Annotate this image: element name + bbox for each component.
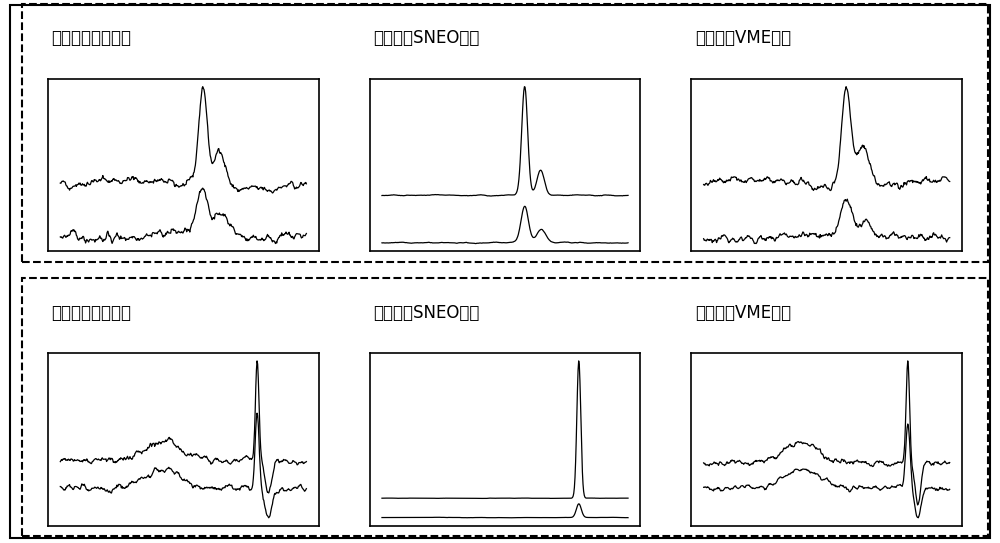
Text: 癫样放电VME信号: 癫样放电VME信号 (695, 304, 791, 321)
Text: 癫样放电SNEO信号: 癫样放电SNEO信号 (373, 304, 480, 321)
Text: 眨眼伪迹VME信号: 眨眼伪迹VME信号 (695, 29, 791, 47)
Text: 癫样放电原始信号: 癫样放电原始信号 (51, 304, 131, 321)
Text: 眨眼伪迹SNEO信号: 眨眼伪迹SNEO信号 (373, 29, 480, 47)
Text: 眨眼伪迹原始信号: 眨眼伪迹原始信号 (51, 29, 131, 47)
